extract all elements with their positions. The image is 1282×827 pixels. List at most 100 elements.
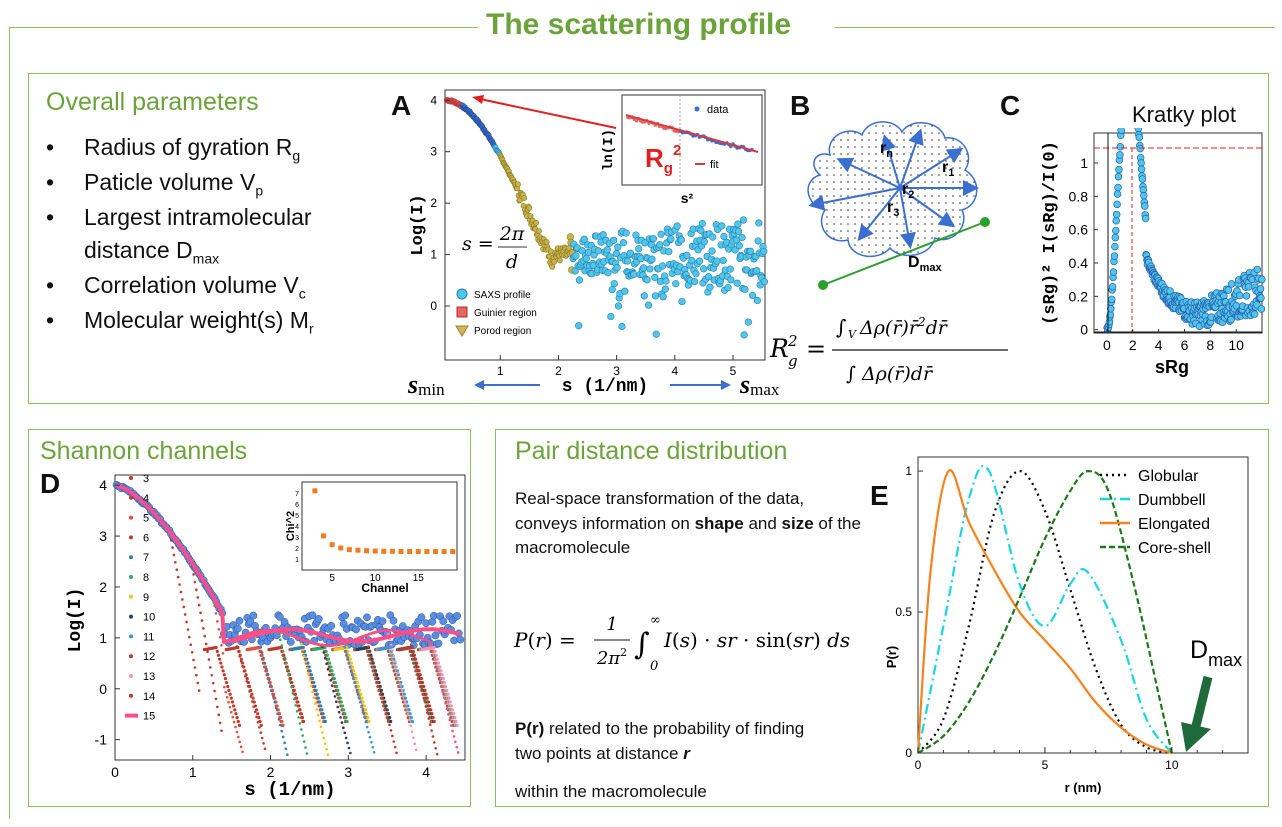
channel-point (353, 681, 356, 684)
legend-guinier: Guinier region (474, 308, 537, 319)
channel-point (277, 718, 281, 721)
channel-point (281, 735, 285, 739)
channel-point (410, 719, 415, 724)
channel-point (324, 649, 328, 653)
x-tick-label: 10 (1228, 337, 1244, 353)
channel-point (174, 561, 177, 564)
shannon-data-point (363, 613, 371, 622)
y-tick-label: 4 (99, 477, 107, 493)
channel-point (323, 742, 327, 745)
x-tick-label: 4 (1155, 337, 1163, 353)
kratky-point (1117, 128, 1125, 135)
scatter-point (635, 245, 643, 253)
channel-point (366, 716, 370, 720)
channel-point (239, 745, 243, 749)
chi-point (329, 542, 335, 548)
channel-point (193, 580, 197, 584)
panel-a-formula-s: s = (462, 233, 494, 255)
chi-point (450, 549, 456, 555)
channel-point (320, 708, 324, 712)
dmax-label: Dmax (908, 254, 942, 274)
channel-point (323, 645, 327, 650)
channel-point (441, 677, 445, 681)
channel-point (403, 700, 407, 704)
scatter-point (677, 236, 685, 244)
inset-data-marker (694, 106, 700, 112)
scatter-point (526, 204, 533, 211)
r-3-label: r3 (887, 199, 899, 219)
channel-point (197, 689, 201, 692)
shannon-data-point (235, 617, 244, 625)
channel-point (309, 673, 313, 677)
svg-text:∫ Δρ(r̄)dr̄: ∫ Δρ(r̄)dr̄ (846, 363, 934, 385)
scatter-point (623, 257, 632, 265)
channel-point (391, 734, 394, 738)
scatter-point (734, 220, 742, 228)
channel-point (232, 704, 236, 708)
channel-point (363, 708, 368, 712)
channel-point (295, 696, 299, 700)
shannon-heading: Shannon channels (40, 437, 248, 465)
channel-point (270, 689, 274, 693)
channel-point (325, 653, 329, 657)
scatter-point (582, 254, 590, 263)
scatter-point (688, 256, 696, 265)
kratky-point (1136, 144, 1144, 153)
channel-point (395, 666, 398, 669)
scatter-point (656, 241, 664, 249)
channel-point (439, 669, 443, 673)
shannon-data-point (431, 631, 440, 640)
scatter-point (651, 273, 659, 282)
channel-point (424, 705, 428, 708)
channel-point (328, 673, 331, 677)
panel-e-xlabel: r (nm) (1065, 780, 1102, 795)
channel-point (300, 716, 305, 720)
svg-text:0: 0 (650, 659, 658, 674)
channel-point (340, 721, 344, 724)
channel-point (225, 680, 229, 685)
kratky-point (1111, 233, 1120, 242)
x-tick-label: 2 (1129, 337, 1137, 353)
scatter-point (630, 270, 638, 278)
channel-point (420, 687, 424, 690)
channel-point (431, 716, 435, 720)
panel-b-letter: B (790, 90, 811, 121)
kratky-point (1140, 191, 1148, 200)
svg-text:V: V (848, 328, 857, 341)
inset-x-tick: 10 (370, 573, 382, 584)
channel-point (389, 643, 393, 647)
channel-point (169, 538, 173, 542)
channel-point (285, 665, 289, 669)
channel-point (321, 712, 325, 716)
channel-point (428, 640, 432, 643)
channel-point (283, 741, 286, 745)
channel-point (326, 657, 331, 661)
scatter-point (713, 257, 721, 265)
channel-point (360, 705, 363, 709)
channel-point (358, 700, 362, 704)
channel-point (220, 665, 224, 669)
channel-point (331, 673, 335, 677)
channel-point (257, 716, 261, 720)
scatter-point (691, 278, 699, 286)
channel-point (456, 751, 460, 754)
channel-point (407, 718, 411, 722)
scatter-point (610, 236, 618, 244)
scatter-point (709, 233, 717, 241)
channel-point (295, 710, 299, 713)
kratky-title: Kratky plot (1132, 102, 1236, 127)
scatter-point (551, 258, 558, 265)
channel-point (218, 635, 222, 639)
channel-point (455, 723, 459, 727)
channel-point (365, 712, 369, 716)
kratky-point (1256, 285, 1265, 293)
channel-point (431, 649, 435, 653)
channel-point (298, 722, 302, 725)
shannon-data-point (417, 613, 426, 622)
panel-e-chart: 1 0.5 00 5 10 Globular Dumbbell Elongated Core-… (884, 456, 1249, 795)
channel-point (244, 674, 247, 678)
list-item: Largest intramolecular (40, 201, 400, 235)
inset-data-label: data (707, 104, 729, 116)
outer-frame (9, 27, 1275, 819)
channel-point (227, 700, 230, 704)
